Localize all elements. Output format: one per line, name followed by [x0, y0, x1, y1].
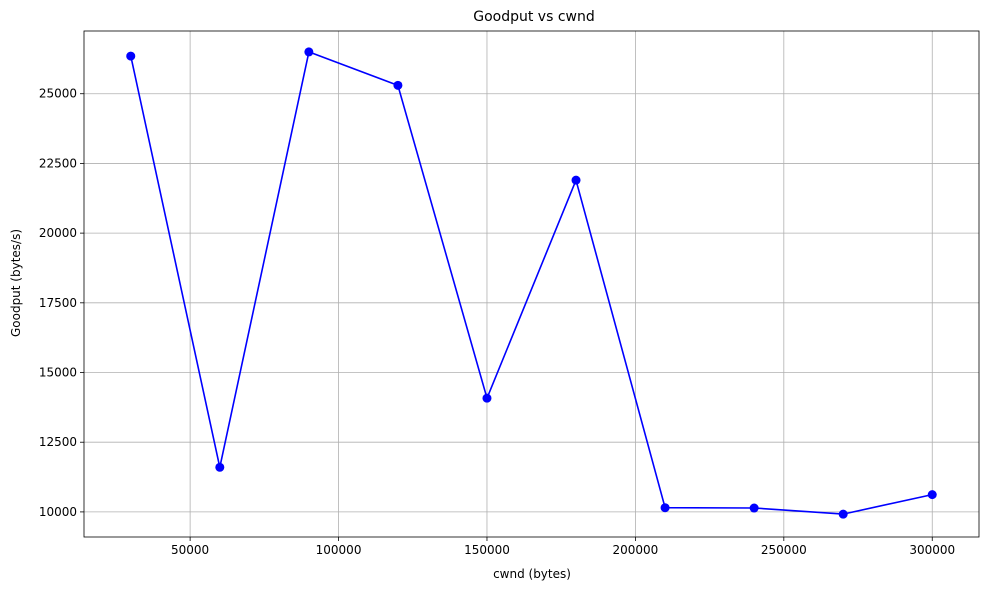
plot-frame	[83, 30, 980, 538]
grid	[84, 31, 979, 537]
x-tick-label: 250000	[761, 543, 807, 557]
y-tick-label: 22500	[39, 156, 77, 170]
ticks: 50000 100000 150000 200000 250000 300000 10000…	[39, 87, 955, 557]
y-tick-label: 17500	[39, 296, 77, 310]
data-point	[126, 51, 136, 61]
y-tick-label: 12500	[39, 435, 77, 449]
y-tick-label: 10000	[39, 505, 77, 519]
x-tick-label: 200000	[612, 543, 658, 557]
x-axis-label: cwnd (bytes)	[493, 567, 571, 581]
y-axis-label: Goodput (bytes/s)	[9, 229, 23, 337]
data-point	[927, 490, 937, 500]
y-tick-label: 20000	[39, 226, 77, 240]
data-point	[660, 503, 670, 513]
data-point	[571, 175, 581, 185]
y-tick-label: 25000	[39, 87, 77, 101]
data-point	[749, 503, 759, 513]
data-point	[482, 393, 492, 403]
series-line	[130, 51, 933, 515]
chart-title: Goodput vs cwnd	[473, 9, 595, 25]
data-point	[304, 47, 314, 57]
x-tick-label: 100000	[316, 543, 362, 557]
data-point	[838, 509, 848, 519]
x-tick-label: 150000	[464, 543, 510, 557]
data-point	[215, 462, 225, 472]
y-tick-label: 15000	[39, 366, 77, 380]
data-series	[126, 47, 937, 519]
data-point	[393, 80, 403, 90]
x-tick-label: 300000	[909, 543, 955, 557]
x-tick-label: 50000	[171, 543, 209, 557]
